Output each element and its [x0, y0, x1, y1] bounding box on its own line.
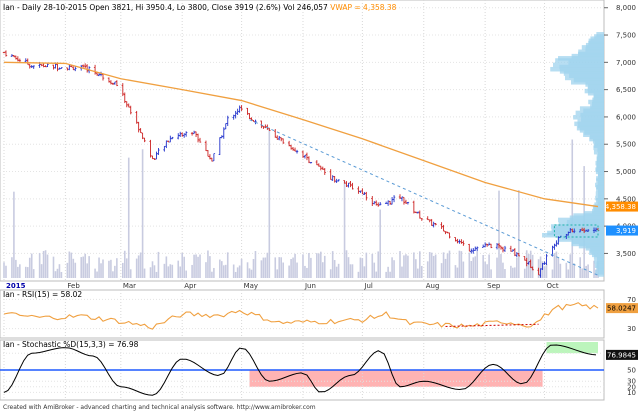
- rsi-pane: 70 30 58.0247 Ian - RSI(15) = 58.02: [0, 289, 638, 339]
- stochastic-zones: [249, 342, 598, 387]
- rsi-divergence-line: [445, 323, 539, 327]
- value-tag: [606, 201, 638, 212]
- price-tick-label: 5,000: [616, 168, 636, 176]
- x-tick-label: May: [244, 282, 258, 290]
- stochastic-tick-label: 20: [627, 383, 636, 391]
- stochastic-tick-label: 10: [627, 389, 636, 397]
- value-tag: [606, 225, 638, 236]
- value-tag-label: 4,358.38: [605, 203, 636, 211]
- x-tick-label: Jun: [304, 282, 316, 290]
- price-tick-label: 7,000: [616, 59, 636, 67]
- price-tick-label: 7,500: [616, 32, 636, 40]
- volume-profile: [542, 32, 604, 277]
- price-pane: 3,5004,0004,5005,0005,5006,0006,5007,000…: [0, 0, 638, 282]
- volume-bars: [3, 129, 599, 278]
- trendline: [249, 119, 599, 276]
- vwap-line: [3, 61, 599, 208]
- stochastic-highlight-zone: [249, 370, 543, 387]
- rsi-value-tag: [606, 303, 638, 314]
- x-tick-label: Jul: [363, 282, 373, 290]
- stochastic-y-axis: 805030201076.9845: [606, 350, 638, 397]
- price-tick-label: 6,500: [616, 86, 636, 94]
- x-tick-label: Apr: [184, 282, 196, 290]
- x-tick-label: Mar: [123, 282, 136, 290]
- rsi-tick-label: 30: [627, 325, 636, 333]
- consolidation-box: [553, 224, 599, 238]
- rsi-line: [3, 302, 599, 330]
- value-tags: 4,358.38 3,919: [605, 201, 638, 236]
- x-tick-label: Aug: [426, 282, 440, 290]
- stochastic-pane: 805030201076.9845 Ian - Stochastic %D(15…: [0, 339, 638, 401]
- rsi-y-axis: 70 30 58.0247: [606, 296, 638, 333]
- price-title: Ian - Daily 28-10-2015 Open 3821, Hi 395…: [3, 3, 397, 12]
- x-tick-label: Feb: [67, 282, 80, 290]
- rsi-title: Ian - RSI(15) = 58.02: [3, 290, 82, 299]
- volume-profile-bar: [596, 32, 604, 37]
- candles: [2, 50, 600, 278]
- stochastic-tick-label: 50: [627, 367, 636, 375]
- stochastic-title: Ian - Stochastic %D(15,3,3) = 76.98: [3, 340, 139, 349]
- x-tick-label: Oct: [547, 282, 559, 290]
- x-axis: 2015 Feb Mar Apr May Jun Jul Aug Sep Oct: [6, 282, 559, 290]
- value-tag-label: 3,919: [616, 227, 636, 235]
- x-tick-label: Sep: [487, 282, 501, 290]
- rsi-tick-label: 70: [627, 296, 636, 304]
- stochastic-value-tag: [606, 349, 638, 360]
- price-tick-label: 5,500: [616, 141, 636, 149]
- rsi-value-tag-label: 58.0247: [607, 305, 636, 313]
- footer-credit: Created with AmiBroker - advanced charti…: [3, 404, 316, 411]
- price-tick-label: 6,000: [616, 113, 636, 121]
- price-y-axis: 3,5004,0004,5005,0005,5006,0006,5007,000…: [604, 4, 636, 258]
- stochastic-tick-label: 30: [627, 378, 636, 386]
- stochastic-line: [3, 344, 597, 396]
- stochastic-value-tag-label: 76.9845: [607, 351, 636, 359]
- price-tick-label: 4,500: [616, 195, 636, 203]
- price-tick-label: 3,500: [616, 250, 636, 258]
- x-tick-label: 2015: [6, 282, 26, 290]
- price-tick-label: 8,000: [616, 4, 636, 12]
- stochastic-highlight-zone: [546, 342, 598, 354]
